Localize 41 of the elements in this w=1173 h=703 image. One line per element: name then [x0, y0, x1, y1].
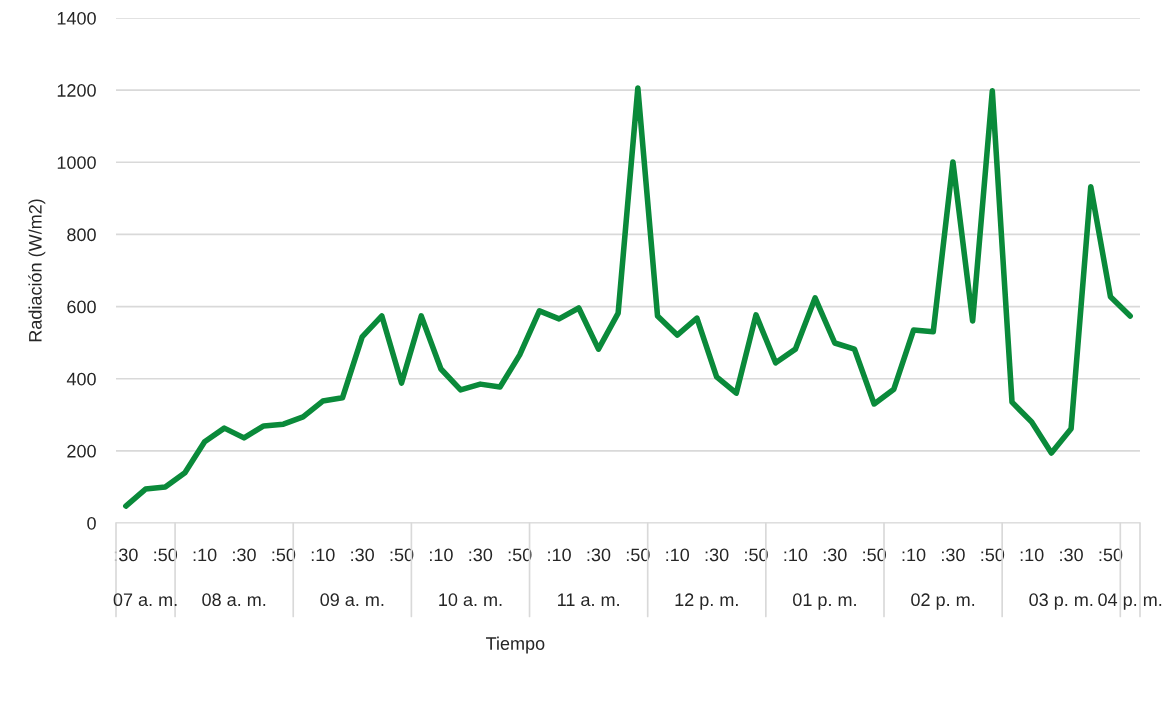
x-tick-label: :50	[626, 548, 650, 562]
x-tick-label: :30	[351, 548, 374, 562]
x-tick-label: :30	[587, 548, 611, 562]
text: 01 p. m.	[793, 593, 856, 610]
x-tick-label: :30	[469, 548, 493, 562]
y-tick-label: 1400	[57, 11, 96, 25]
text: 12 p. m.	[675, 593, 738, 610]
y-tick-label: 200	[67, 444, 96, 458]
text: 11 a. m.	[558, 593, 619, 607]
x-tick-label: :30	[114, 548, 138, 562]
x-tick-label: :30	[823, 548, 847, 562]
text: 04 p. m.	[1098, 593, 1162, 610]
y-tick-label: 600	[67, 300, 96, 314]
text: 10 a. m.	[439, 593, 502, 607]
x-tick-label: :50	[745, 548, 768, 562]
y-tick-label: 400	[66, 372, 96, 386]
y-tick-label: 800	[67, 228, 96, 242]
x-tick-label: :50	[154, 548, 178, 562]
x-tick-label: :10	[784, 548, 808, 562]
text: 02 p. m.	[911, 593, 975, 610]
text: 08 a. m.	[202, 593, 266, 607]
x-tick-label: :10	[311, 548, 335, 562]
y-tick-label: 1000	[57, 156, 96, 170]
x-tick-label: :10	[1020, 548, 1044, 562]
x-tick-label: :50	[863, 548, 886, 562]
x-tick-label: :10	[193, 548, 217, 562]
y-axis-title: Radiación (W/m2)	[28, 199, 46, 342]
x-tick-label: :10	[666, 548, 690, 562]
y-tick-label: 0	[87, 516, 96, 530]
x-tick-label: :30	[942, 548, 965, 562]
x-tick-label: :30	[1060, 548, 1083, 562]
y-tick-label: 1200	[57, 84, 96, 97]
x-tick-label: :30	[233, 548, 256, 562]
x-axis-title: Tiempo	[486, 636, 545, 654]
text: 09 a. m.	[320, 593, 384, 607]
x-tick-label: :10	[902, 548, 926, 562]
x-tick-label: :10	[548, 548, 571, 562]
x-tick-label: :30	[705, 548, 729, 562]
text: 03 p. m.	[1029, 593, 1093, 610]
x-tick-label: :10	[430, 548, 453, 562]
text: 07 a. m.	[113, 593, 177, 607]
